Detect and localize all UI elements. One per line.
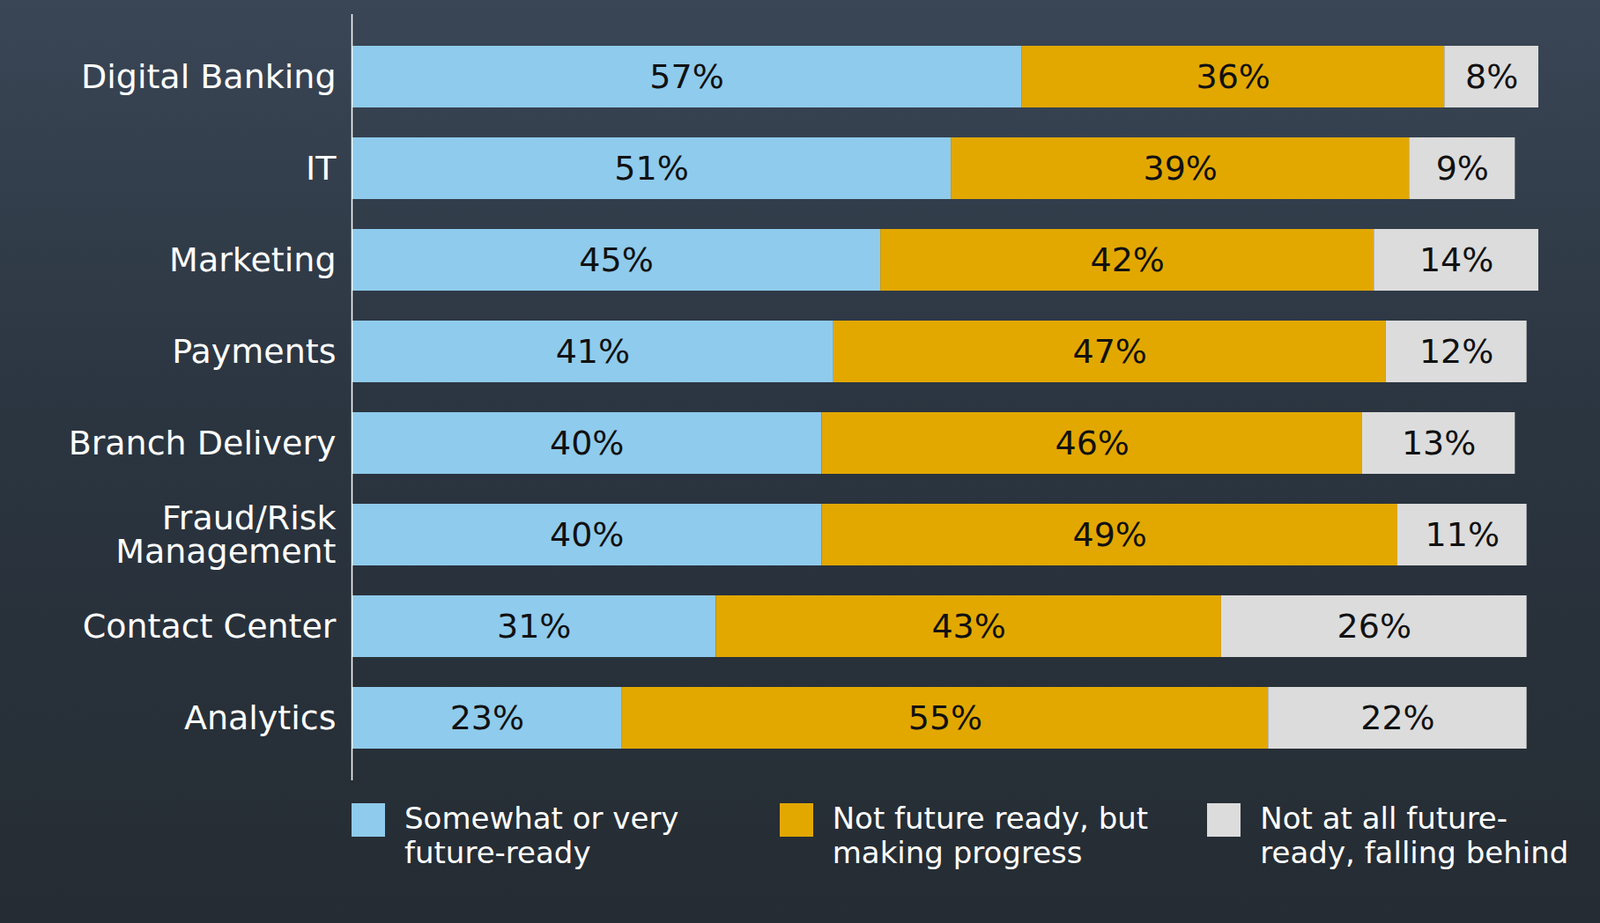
svg-text:49%: 49%: [1072, 515, 1147, 555]
svg-text:51%: 51%: [614, 148, 689, 188]
svg-text:9%: 9%: [1436, 148, 1489, 188]
svg-text:Branch Delivery: Branch Delivery: [68, 423, 337, 463]
html-text:Not at all future-ready, falli: Not at all future-ready, falling behind: [1260, 800, 1569, 871]
svg-text:8%: 8%: [1465, 57, 1519, 97]
svg-text:40%: 40%: [549, 423, 624, 463]
svg-text:11%: 11%: [1425, 515, 1500, 555]
svg-text:41%: 41%: [555, 332, 630, 371]
html-text:Not future ready, but making p: Not future ready, but making progress: [832, 800, 1149, 871]
svg-text:31%: 31%: [496, 607, 571, 646]
svg-text:57%: 57%: [649, 57, 724, 97]
svg-text:IT: IT: [305, 148, 337, 188]
svg-text:47%: 47%: [1072, 332, 1147, 371]
svg-text:Payments: Payments: [171, 332, 336, 371]
svg-text:Marketing: Marketing: [169, 240, 336, 280]
svg-text:40%: 40%: [549, 515, 624, 555]
svg-text:23%: 23%: [450, 698, 525, 738]
svg-text:45%: 45%: [578, 240, 653, 280]
svg-text:Digital Banking: Digital Banking: [81, 57, 337, 97]
svg-text:13%: 13%: [1401, 423, 1476, 463]
svg-text:55%: 55%: [908, 698, 983, 738]
svg-text:39%: 39%: [1142, 148, 1217, 188]
svg-text:26%: 26%: [1337, 607, 1412, 646]
svg-text:22%: 22%: [1360, 698, 1435, 738]
html-text:Somewhat or very future-ready: Somewhat or very future-ready: [404, 800, 679, 871]
svg-text:12%: 12%: [1419, 332, 1494, 371]
svg-text:36%: 36%: [1196, 57, 1271, 97]
svg-text:Analytics: Analytics: [184, 698, 337, 738]
svg-text:14%: 14%: [1419, 240, 1494, 280]
svg-text:46%: 46%: [1054, 423, 1129, 463]
svg-text:43%: 43%: [931, 607, 1006, 646]
svg-text:Contact Center: Contact Center: [82, 607, 337, 646]
svg-text:Fraud/RiskManagement: Fraud/RiskManagement: [115, 498, 336, 571]
svg-text:42%: 42%: [1089, 240, 1164, 280]
